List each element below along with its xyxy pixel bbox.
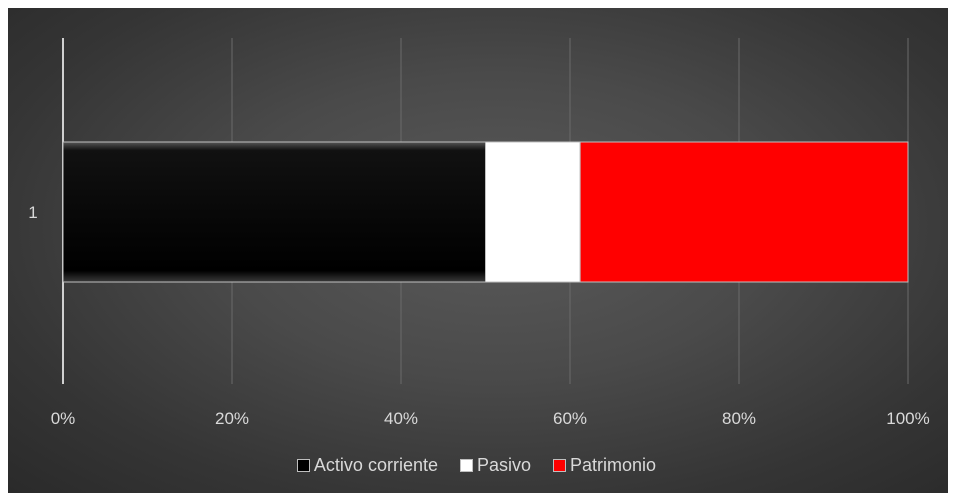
x-tick-label: 80%: [722, 409, 756, 428]
legend-item: Pasivo: [459, 455, 532, 476]
legend-label: Patrimonio: [570, 455, 657, 475]
x-tick-label: 40%: [384, 409, 418, 428]
legend-swatch: [296, 459, 310, 472]
x-tick-label: 60%: [553, 409, 587, 428]
legend: Activo corriente Pasivo Patrimonio: [0, 455, 953, 476]
x-tick-label: 100%: [886, 409, 929, 428]
bar-segment-patrimonio: [579, 141, 909, 283]
bar-segment-activo-corriente: [62, 141, 486, 283]
legend-swatch: [459, 459, 473, 472]
y-category-label: 1: [28, 203, 37, 222]
legend-item: Patrimonio: [553, 455, 656, 476]
x-tick-label: 20%: [215, 409, 249, 428]
x-tick-label: 0%: [51, 409, 76, 428]
legend-swatch: [553, 459, 567, 472]
bar-segment-pasivo: [485, 141, 581, 283]
legend-label: Activo corriente: [313, 455, 438, 475]
legend-label: Pasivo: [476, 455, 532, 475]
legend-item: Activo corriente: [296, 455, 438, 476]
